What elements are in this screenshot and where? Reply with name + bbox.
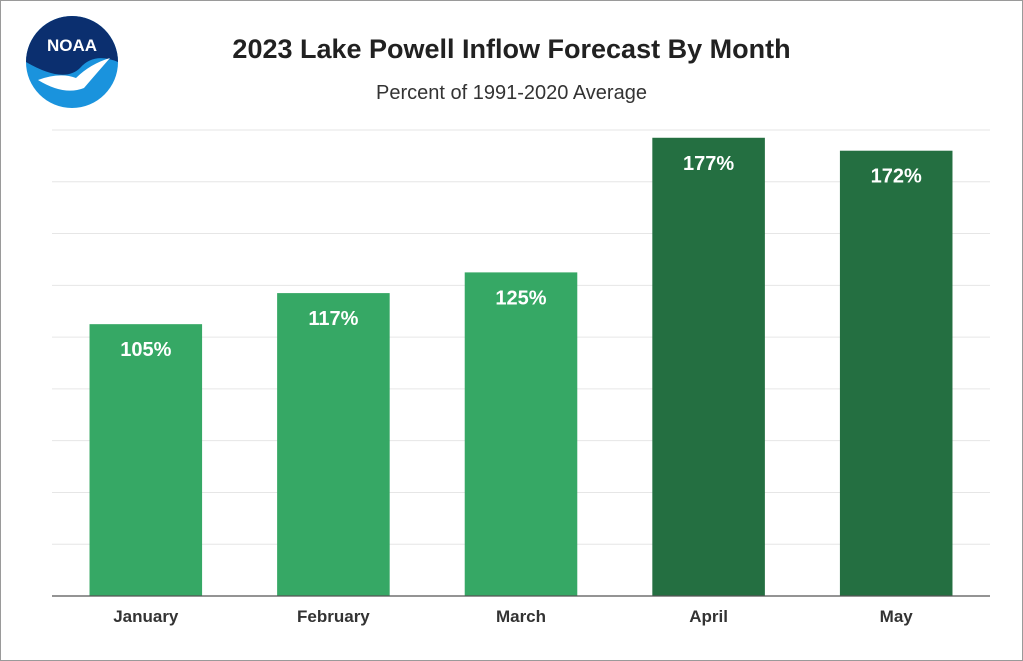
- data-label: 125%: [495, 287, 546, 309]
- x-tick-label: March: [496, 607, 546, 626]
- x-tick-label: January: [113, 607, 179, 626]
- data-label: 172%: [871, 166, 922, 188]
- chart-subtitle: Percent of 1991-2020 Average: [376, 82, 647, 104]
- chart-title: 2023 Lake Powell Inflow Forecast By Mont…: [232, 34, 791, 64]
- data-label: 105%: [120, 339, 171, 361]
- bar-march: [464, 272, 578, 596]
- x-tick-label: February: [297, 607, 370, 626]
- bar-february: [277, 293, 390, 596]
- bar-may: [839, 150, 953, 596]
- x-tick-label: April: [689, 607, 728, 626]
- data-label: 117%: [308, 308, 358, 330]
- noaa-logo-icon: NOAA: [26, 16, 118, 108]
- data-label: 177%: [683, 153, 734, 175]
- x-tick-label: May: [880, 607, 914, 626]
- bar-january: [89, 324, 203, 596]
- logo-text: NOAA: [47, 36, 97, 55]
- bar-april: [652, 137, 765, 596]
